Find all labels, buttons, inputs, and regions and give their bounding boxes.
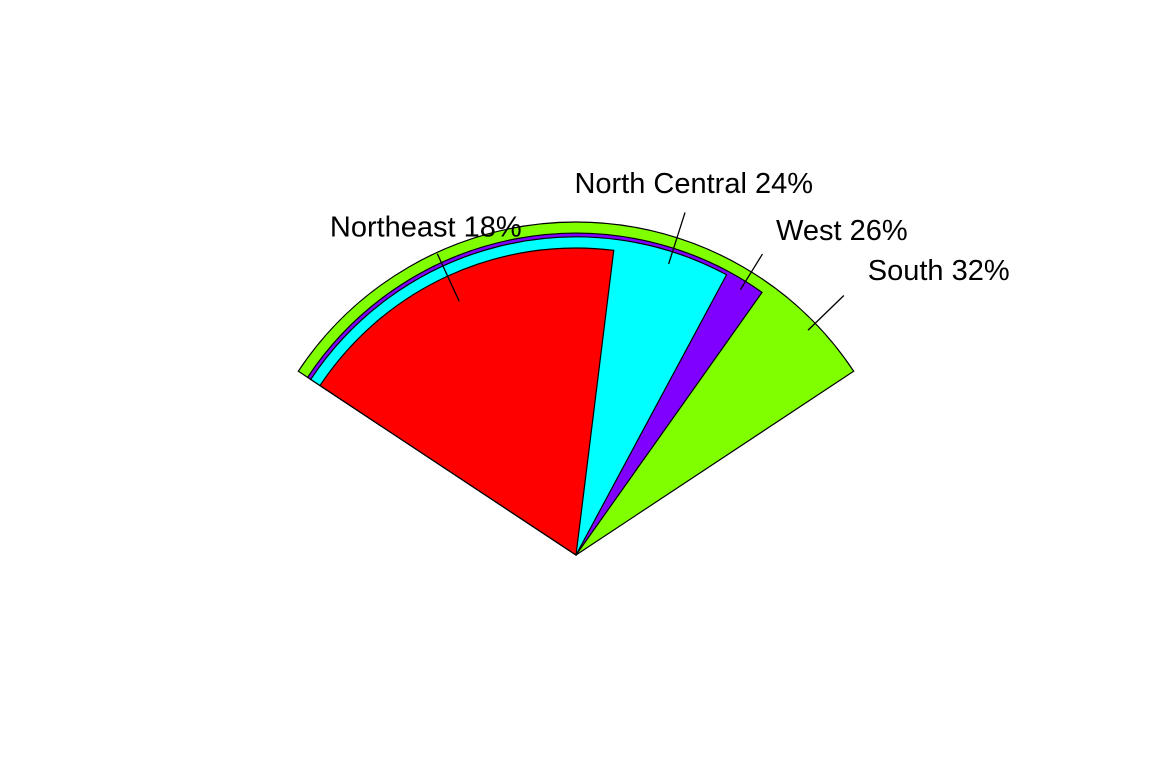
leader-line-west [739, 253, 764, 290]
slice-label-north-central: North Central 24% [574, 168, 813, 200]
slice-label-northeast: Northeast 18% [330, 211, 522, 243]
fan-sector-northeast [319, 247, 615, 557]
slice-label-west: West 26% [776, 215, 908, 247]
slice-label-south: South 32% [868, 255, 1010, 287]
leader-line-north-central [668, 212, 686, 265]
fan-sectors [297, 221, 855, 557]
fan-labels: South 32% West 26% North Central 24% Northe… [330, 168, 1010, 331]
leader-line-northeast [436, 253, 460, 302]
leader-line-south [807, 295, 845, 331]
